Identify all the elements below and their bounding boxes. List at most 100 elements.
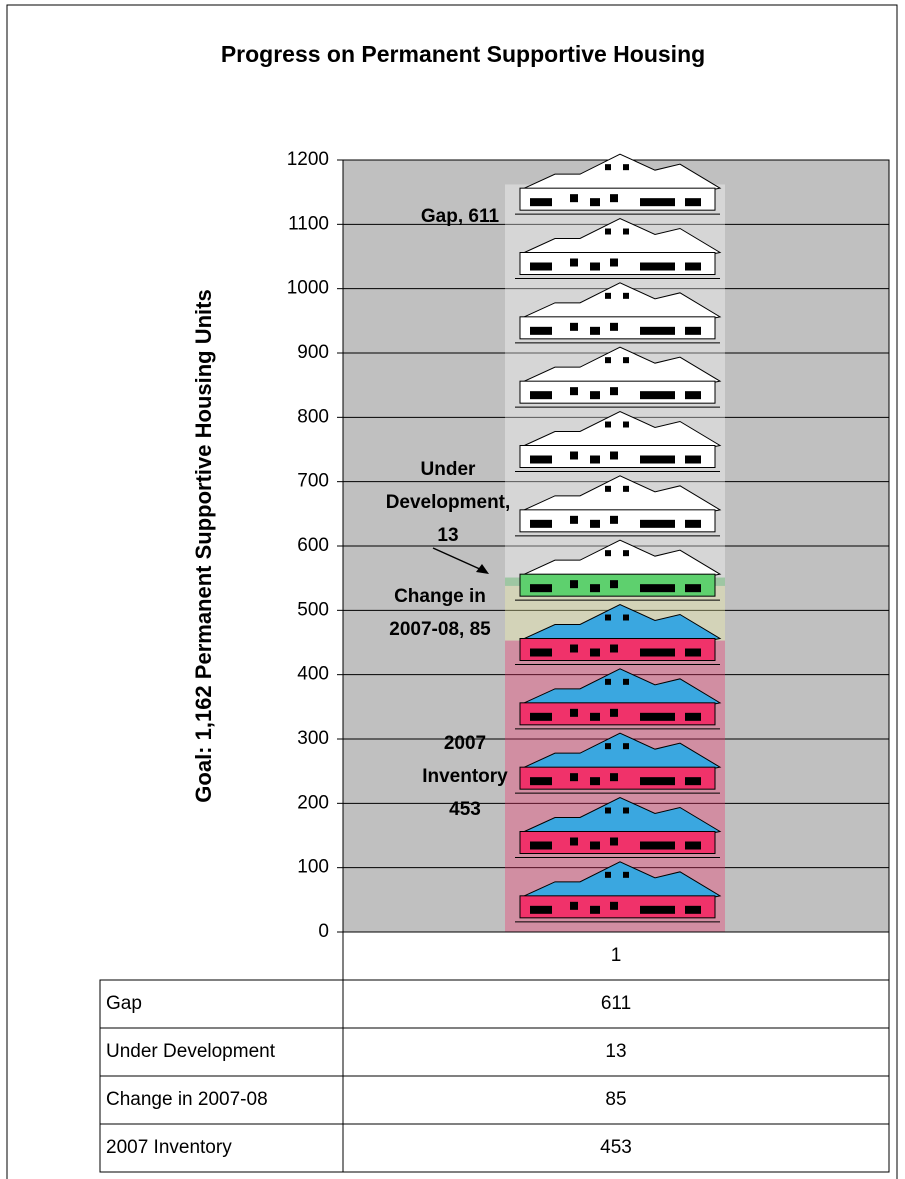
data-label-name: Gap: [421, 206, 458, 227]
data-label-value: 13: [437, 525, 458, 546]
y-tick-label: 400: [297, 664, 329, 685]
house-window: [605, 550, 611, 557]
table-cell: [342, 979, 890, 1029]
house-window: [590, 905, 600, 914]
data-label-name: Development: [386, 492, 506, 513]
y-tick-label: 700: [297, 471, 329, 492]
house-window: [640, 391, 675, 400]
house-window: [570, 708, 578, 717]
house-window: [590, 648, 600, 657]
house-window: [685, 841, 701, 850]
house-window: [570, 258, 578, 267]
house-window: [640, 584, 675, 593]
house-window: [590, 841, 600, 850]
y-axis-title: Goal: 1,162 Permanent Supportive Housing…: [191, 289, 216, 802]
house-window: [623, 357, 629, 364]
house-window: [610, 773, 618, 782]
house-window: [623, 550, 629, 557]
house-window: [623, 164, 629, 171]
y-tick-label: 1200: [287, 149, 329, 170]
house-window: [640, 648, 675, 657]
data-label-value: 85: [470, 619, 492, 640]
house-window: [605, 871, 611, 878]
data-label: Gap, 611: [421, 206, 500, 227]
house-window: [605, 614, 611, 621]
house-window: [570, 580, 578, 589]
house-window: [610, 515, 618, 524]
house-window: [530, 519, 552, 528]
house-window: [610, 258, 618, 267]
y-tick-label: 200: [297, 792, 329, 813]
house-window: [640, 519, 675, 528]
table-cell: [342, 1027, 890, 1077]
house-window: [610, 194, 618, 203]
house-window: [685, 519, 701, 528]
house-window: [685, 262, 701, 271]
y-tick-label: 900: [297, 342, 329, 363]
table-cell: [342, 1075, 890, 1125]
house-window: [570, 837, 578, 846]
house-window: [623, 485, 629, 492]
house-icon: [515, 668, 722, 730]
data-label: Development,: [386, 492, 511, 513]
house-window: [685, 648, 701, 657]
house-window: [685, 326, 701, 335]
house-window: [685, 712, 701, 721]
data-label-name: Inventory: [422, 766, 508, 787]
data-label: Change in: [394, 586, 486, 607]
house-window: [640, 841, 675, 850]
house-window: [610, 580, 618, 589]
house-window: [623, 614, 629, 621]
house-window: [530, 391, 552, 400]
legend-label: 2007 Inventory: [106, 1137, 232, 1158]
house-window: [623, 807, 629, 814]
label-arrow: [432, 547, 483, 571]
house-window: [610, 451, 618, 460]
table-value: 611: [601, 993, 631, 1014]
house-window: [590, 584, 600, 593]
y-tick-label: 1000: [287, 278, 329, 299]
house-window: [590, 391, 600, 400]
house-window: [570, 194, 578, 203]
data-label: 2007: [444, 733, 486, 754]
data-label-name: Under: [421, 459, 477, 480]
house-window: [685, 777, 701, 786]
house-window: [605, 485, 611, 492]
house-window: [530, 841, 552, 850]
house-window: [623, 678, 629, 685]
house-window: [570, 451, 578, 460]
table-value: 85: [605, 1089, 626, 1110]
table-cell: [99, 979, 344, 1029]
house-window: [530, 455, 552, 464]
house-icon: [515, 153, 722, 215]
arrow-head: [476, 564, 489, 574]
house-window: [610, 837, 618, 846]
house-window: [685, 905, 701, 914]
house-window: [570, 901, 578, 910]
house-icon: [515, 603, 722, 665]
house-window: [590, 455, 600, 464]
house-window: [590, 777, 600, 786]
house-window: [685, 198, 701, 207]
house-window: [570, 644, 578, 653]
house-icon: [515, 410, 722, 472]
table-cell: [342, 1123, 890, 1173]
data-labels: Gap, 611 Under Development, 13 Change in 2007…: [386, 206, 511, 820]
house-window: [570, 322, 578, 331]
house-window: [570, 515, 578, 524]
house-window: [623, 228, 629, 235]
house-window: [623, 743, 629, 750]
house-window: [605, 292, 611, 299]
house-window: [640, 905, 675, 914]
house-icon: [515, 282, 722, 344]
house-window: [640, 262, 675, 271]
house-icon: [515, 861, 722, 923]
house-window: [685, 455, 701, 464]
house-window: [605, 228, 611, 235]
house-window: [530, 326, 552, 335]
houses: [515, 153, 722, 923]
house-icon: [515, 475, 722, 537]
y-tick-label: 1100: [288, 213, 329, 234]
